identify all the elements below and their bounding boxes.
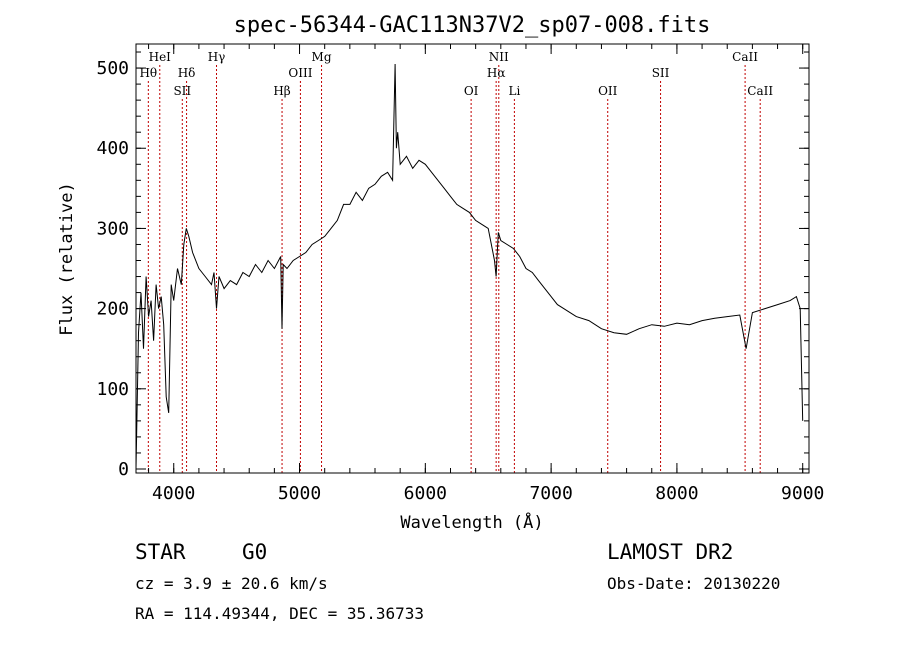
line-marker-label: Hα — [487, 66, 506, 80]
y-tick-label: 500 — [96, 58, 129, 79]
line-marker-label: Hθ — [139, 66, 157, 80]
redshift-readout: cz = 3.9 ± 20.6 km/s — [135, 574, 328, 593]
y-tick-label: 100 — [96, 379, 129, 400]
x-tick-label: 5000 — [278, 483, 321, 504]
chart-title: spec-56344-GAC113N37V2_sp07-008.fits — [234, 13, 711, 38]
x-axis: 4000 5000 6000 7000 8000 9000 — [148, 44, 824, 504]
x-tick-label: 6000 — [404, 483, 447, 504]
line-marker-label: HeI — [149, 50, 172, 64]
object-class: STAR — [135, 540, 186, 564]
line-marker-label: Li — [508, 84, 520, 98]
line-marker-label: OI — [464, 84, 479, 98]
y-tick-label: 400 — [96, 138, 129, 159]
spectrum-series — [135, 63, 804, 470]
object-subclass: G0 — [242, 540, 268, 564]
line-marker-label: OII — [598, 84, 618, 98]
line-marker-label: SII — [652, 66, 670, 80]
line-marker-label: Hβ — [273, 84, 290, 98]
spectrum-line — [135, 63, 804, 470]
obs-date: Obs-Date: 20130220 — [607, 574, 781, 593]
x-tick-label: 4000 — [152, 483, 195, 504]
line-marker-label: Mg — [312, 50, 332, 64]
line-marker-label: CaII — [732, 50, 758, 64]
plot-frame — [135, 43, 810, 474]
line-marker-label: NII — [489, 50, 509, 64]
line-marker-label: CaII — [747, 84, 773, 98]
y-tick-label: 200 — [96, 299, 129, 320]
y-axis-label: Flux (relative) — [57, 182, 77, 336]
x-axis-label: Wavelength (Å) — [400, 511, 543, 533]
survey-name: LAMOST DR2 — [607, 540, 734, 564]
line-marker-label: Hδ — [178, 66, 196, 80]
y-axis: 0 100 200 300 400 500 — [96, 51, 809, 480]
coordinates: RA = 114.49344, DEC = 35.36733 — [135, 604, 424, 623]
y-tick-label: 300 — [96, 218, 129, 239]
x-tick-label: 7000 — [529, 483, 572, 504]
line-marker-label: SII — [173, 84, 191, 98]
y-tick-label: 0 — [118, 459, 129, 480]
line-marker-label: Hγ — [208, 50, 226, 64]
x-tick-label: 9000 — [781, 483, 824, 504]
line-marker-label: OIII — [288, 66, 312, 80]
x-tick-label: 8000 — [655, 483, 698, 504]
